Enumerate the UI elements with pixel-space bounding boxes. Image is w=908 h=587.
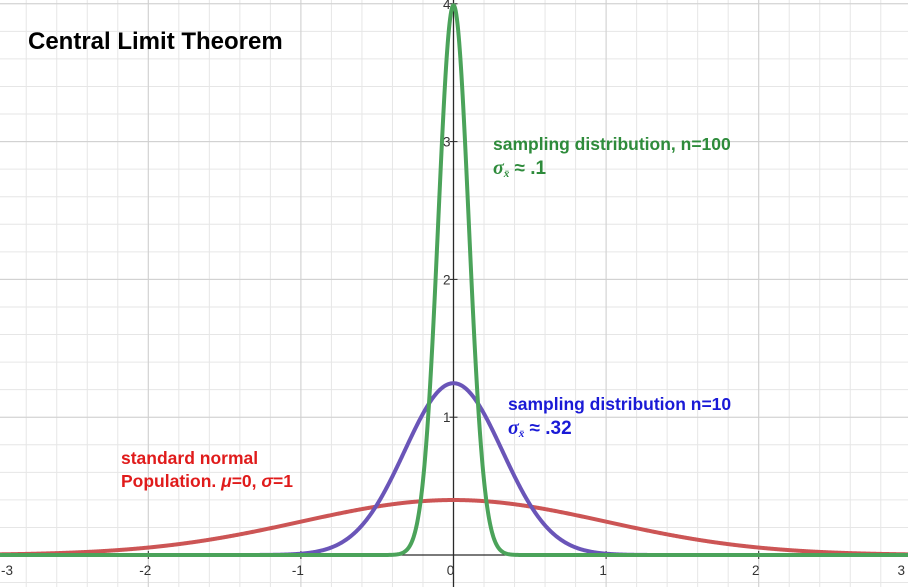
sigma-value: ≈ .32 (524, 418, 572, 439)
sigma-symbol: σ (508, 417, 519, 439)
x-tick-label: 3 (897, 563, 905, 578)
sigma-symbol: σ (493, 157, 504, 179)
population-prefix: Population. (121, 471, 222, 491)
curve-population (0, 498, 908, 557)
annotation-n100: sampling distribution, n=100 σx̄ ≈ .1 (493, 132, 731, 186)
annotation-population: standard normal Population. μ=0, σ=1 (121, 447, 293, 493)
xbar-subscript: x̄ (518, 428, 525, 440)
x-tick-label: -3 (1, 563, 13, 578)
annotation-population-label: standard normal (121, 448, 259, 468)
sigma-value: =1 (273, 471, 293, 491)
x-tick-label: -2 (139, 563, 151, 578)
curves (0, 3, 908, 557)
annotation-n10: sampling distribution n=10 σx̄ ≈ .32 (508, 392, 731, 446)
y-tick-label: 2 (443, 272, 451, 287)
mu-value: =0, (231, 471, 262, 491)
y-tick-label: 1 (443, 410, 451, 425)
xbar-subscript: x̄ (503, 168, 510, 180)
curve-sampling-n100 (0, 3, 908, 557)
chart-title: Central Limit Theorem (28, 28, 283, 55)
y-tick-label: 3 (443, 135, 451, 150)
sigma-value: ≈ .1 (509, 158, 547, 179)
mu-symbol: μ (221, 471, 232, 491)
annotation-n10-label: sampling distribution n=10 (508, 394, 732, 414)
x-tick-label: 0 (447, 563, 455, 578)
x-tick-label: -1 (292, 563, 304, 578)
annotation-n100-sigma: σx̄ ≈ .1 (493, 156, 731, 186)
annotation-n100-label: sampling distribution, n=100 (493, 134, 731, 154)
annotation-population-params: Population. μ=0, σ=1 (121, 470, 293, 493)
annotation-n10-sigma: σx̄ ≈ .32 (508, 416, 731, 446)
sigma-symbol: σ (261, 471, 274, 491)
y-tick-label: 4 (443, 0, 451, 12)
x-tick-label: 2 (752, 563, 760, 578)
x-tick-label: 1 (599, 563, 607, 578)
